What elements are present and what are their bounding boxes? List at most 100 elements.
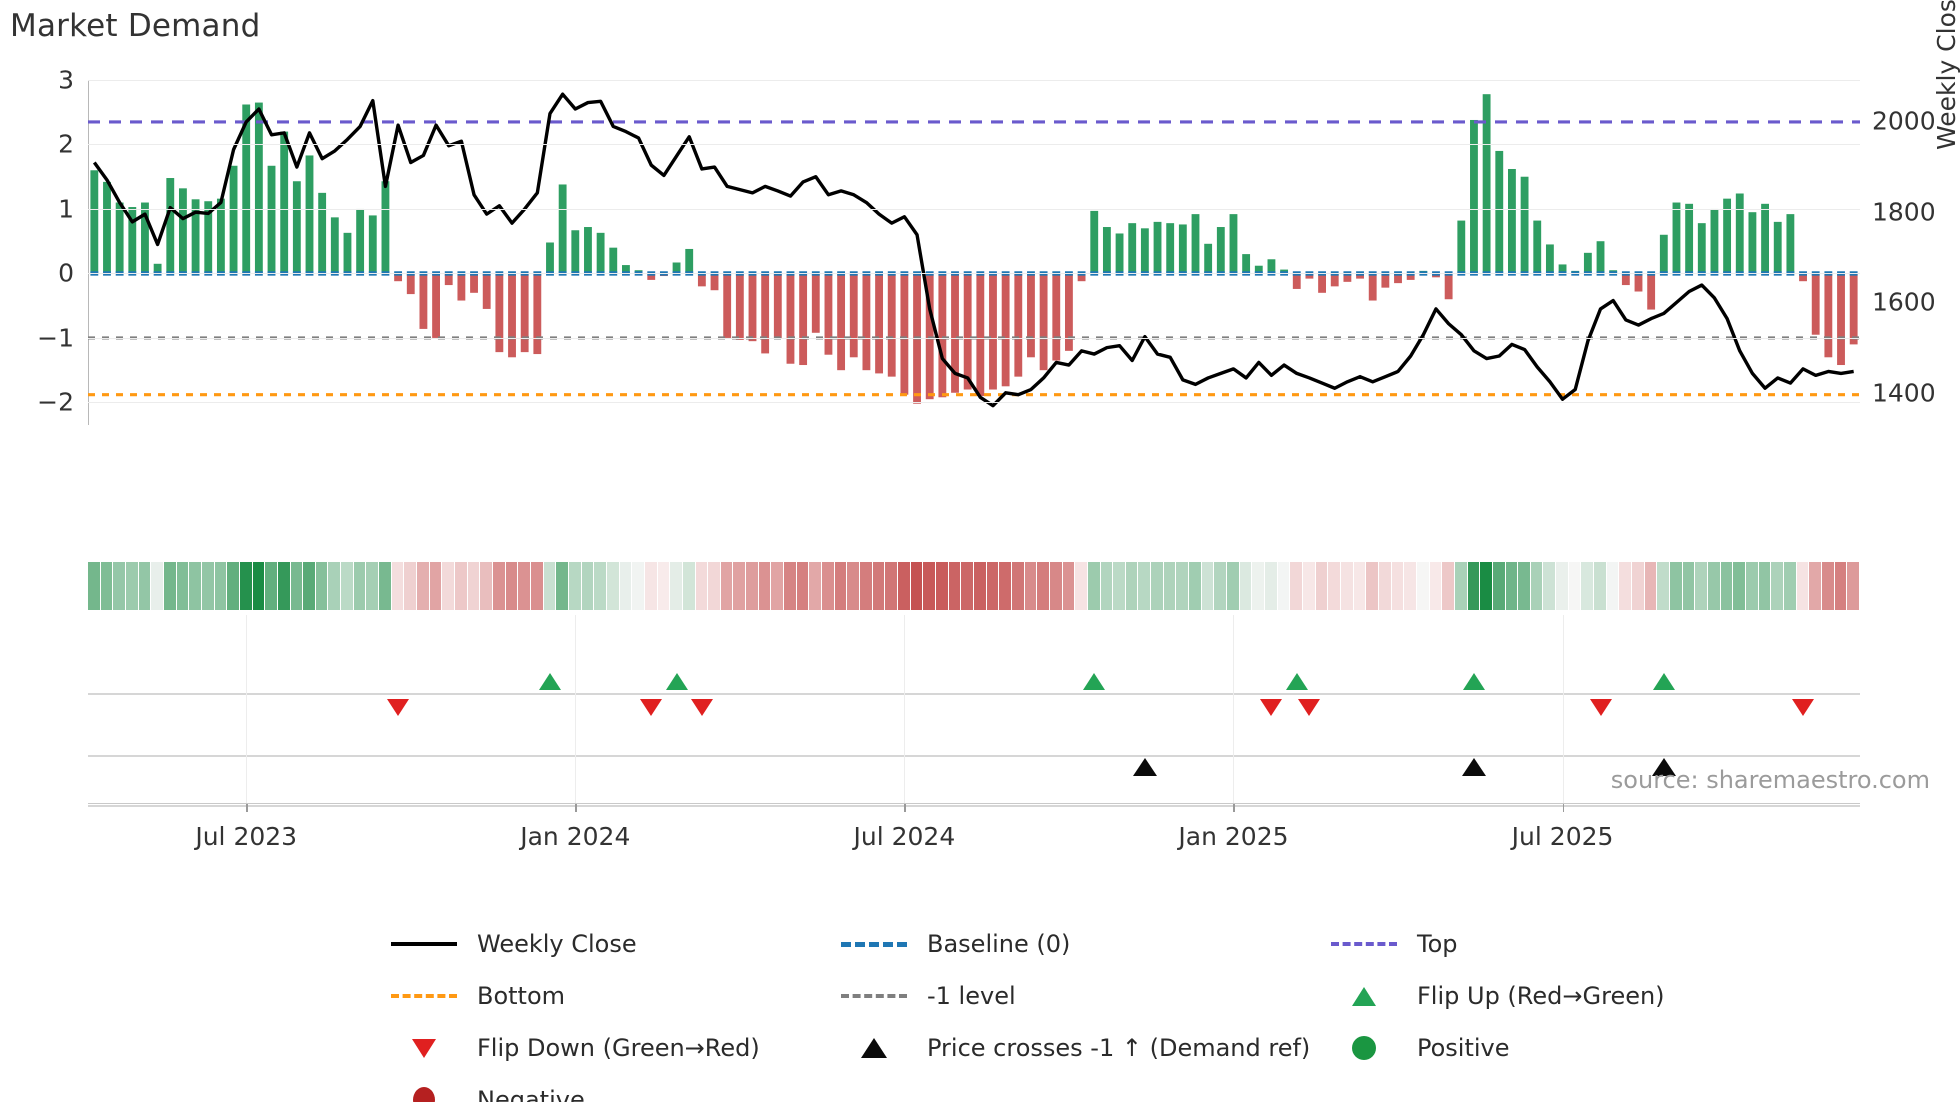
heat-cell <box>1201 562 1215 610</box>
demand-bar <box>1685 203 1694 274</box>
heat-cell <box>88 562 101 610</box>
x-axis-tick-label: Jul 2024 <box>853 822 956 851</box>
x-axis-tick-label: Jan 2025 <box>1178 822 1289 851</box>
demand-bar <box>1786 214 1795 274</box>
legend-item[interactable]: Positive <box>1325 1029 1725 1067</box>
demand-bar <box>1115 233 1124 274</box>
heat-cell <box>1227 562 1240 610</box>
heat-cell <box>1796 562 1810 610</box>
demand-bar <box>128 207 137 274</box>
heat-cell <box>1771 562 1784 610</box>
heat-cell <box>1100 562 1114 610</box>
vertical-tick <box>904 615 906 805</box>
legend-key <box>385 1038 463 1058</box>
demand-bar <box>1052 273 1061 361</box>
vertical-tick <box>1562 615 1564 805</box>
demand-bar <box>305 155 314 274</box>
legend-label: Weekly Close <box>477 930 637 958</box>
heat-cell <box>1606 562 1620 610</box>
heat-cell <box>366 562 380 610</box>
price-cross-triangle-icon <box>861 1038 887 1058</box>
heat-cell <box>1378 562 1392 610</box>
legend-item[interactable]: Top <box>1325 925 1725 963</box>
heat-cell <box>125 562 139 610</box>
demand-bar <box>216 198 225 274</box>
x-axis-tick-label: Jul 2025 <box>1511 822 1614 851</box>
demand-bar <box>1001 273 1010 387</box>
heat-cell <box>1543 562 1557 610</box>
legend-item[interactable]: Weekly Close <box>385 925 835 963</box>
heat-cell <box>986 562 1000 610</box>
demand-bar <box>1735 193 1744 274</box>
demand-bar <box>1773 221 1782 274</box>
legend-item[interactable]: Negative <box>385 1081 835 1102</box>
gridline <box>88 337 1860 339</box>
demand-heat-strip <box>88 562 1860 610</box>
demand-bar <box>508 273 516 358</box>
heat-cell <box>265 562 278 610</box>
heat-cell <box>758 562 772 610</box>
legend-item[interactable]: Baseline (0) <box>835 925 1325 963</box>
left-axis-tick-label: 0 <box>58 258 74 288</box>
heat-cell <box>1151 562 1164 610</box>
heat-cell <box>1454 562 1468 610</box>
flip-up-marker <box>665 673 688 690</box>
demand-bar <box>761 273 770 354</box>
heat-cell <box>1340 562 1354 610</box>
heat-cell <box>1619 562 1633 610</box>
heat-cell <box>429 562 443 610</box>
legend-key <box>835 1038 913 1058</box>
legend-item[interactable]: -1 level <box>835 977 1325 1015</box>
plot-area <box>88 80 1860 425</box>
heat-cell <box>923 562 936 610</box>
flip-down-marker <box>1260 699 1283 716</box>
demand-bar <box>862 273 871 371</box>
heat-cell <box>822 562 835 610</box>
demand-bar <box>1621 273 1630 286</box>
legend-label: Positive <box>1417 1034 1510 1062</box>
legend-key <box>1325 942 1403 946</box>
demand-bar <box>875 273 883 374</box>
demand-bar <box>1014 273 1023 377</box>
flip-down-marker <box>1298 699 1321 716</box>
legend-label: Flip Down (Green→Red) <box>477 1034 760 1062</box>
weekly-close-line <box>92 92 1854 408</box>
heat-cell <box>1290 562 1303 610</box>
heat-cell <box>467 562 481 610</box>
demand-bar <box>1634 273 1643 292</box>
heat-cell <box>227 562 240 610</box>
demand-bar <box>1394 273 1402 284</box>
demand-bar <box>318 192 327 274</box>
demand-bar <box>1406 273 1415 280</box>
demand-bar <box>723 273 732 338</box>
heat-cell <box>1239 562 1253 610</box>
heat-cell <box>708 562 721 610</box>
heat-cell <box>290 562 304 610</box>
heat-cell <box>657 562 671 610</box>
left-axis-label: Market Demand <box>0 52 5 252</box>
heat-cell <box>1505 562 1519 610</box>
heat-cell <box>1024 562 1038 610</box>
demand-bar <box>1710 208 1719 274</box>
baseline-dash-icon <box>841 941 907 947</box>
demand-bar <box>330 217 339 274</box>
legend-item[interactable]: Price crosses -1 ↑ (Demand ref) <box>835 1029 1325 1067</box>
heat-cell <box>632 562 645 610</box>
x-axis-tick <box>246 804 248 812</box>
demand-bar <box>900 273 909 395</box>
demand-bar <box>166 178 175 274</box>
demand-bar <box>1520 176 1529 274</box>
heat-cell <box>682 562 696 610</box>
heat-cell <box>252 562 266 610</box>
heat-cell <box>328 562 342 610</box>
vertical-tick <box>246 615 248 805</box>
demand-bar <box>1482 94 1491 274</box>
demand-bar <box>1748 212 1757 274</box>
demand-bar <box>406 273 415 295</box>
demand-bar <box>1128 223 1137 274</box>
demand-bar <box>1697 223 1706 274</box>
legend-item[interactable]: Bottom <box>385 977 835 1015</box>
legend-item[interactable]: Flip Up (Red→Green) <box>1325 977 1725 1015</box>
left-axis-tick-label: −1 <box>37 323 74 353</box>
legend-item[interactable]: Flip Down (Green→Red) <box>385 1029 835 1067</box>
